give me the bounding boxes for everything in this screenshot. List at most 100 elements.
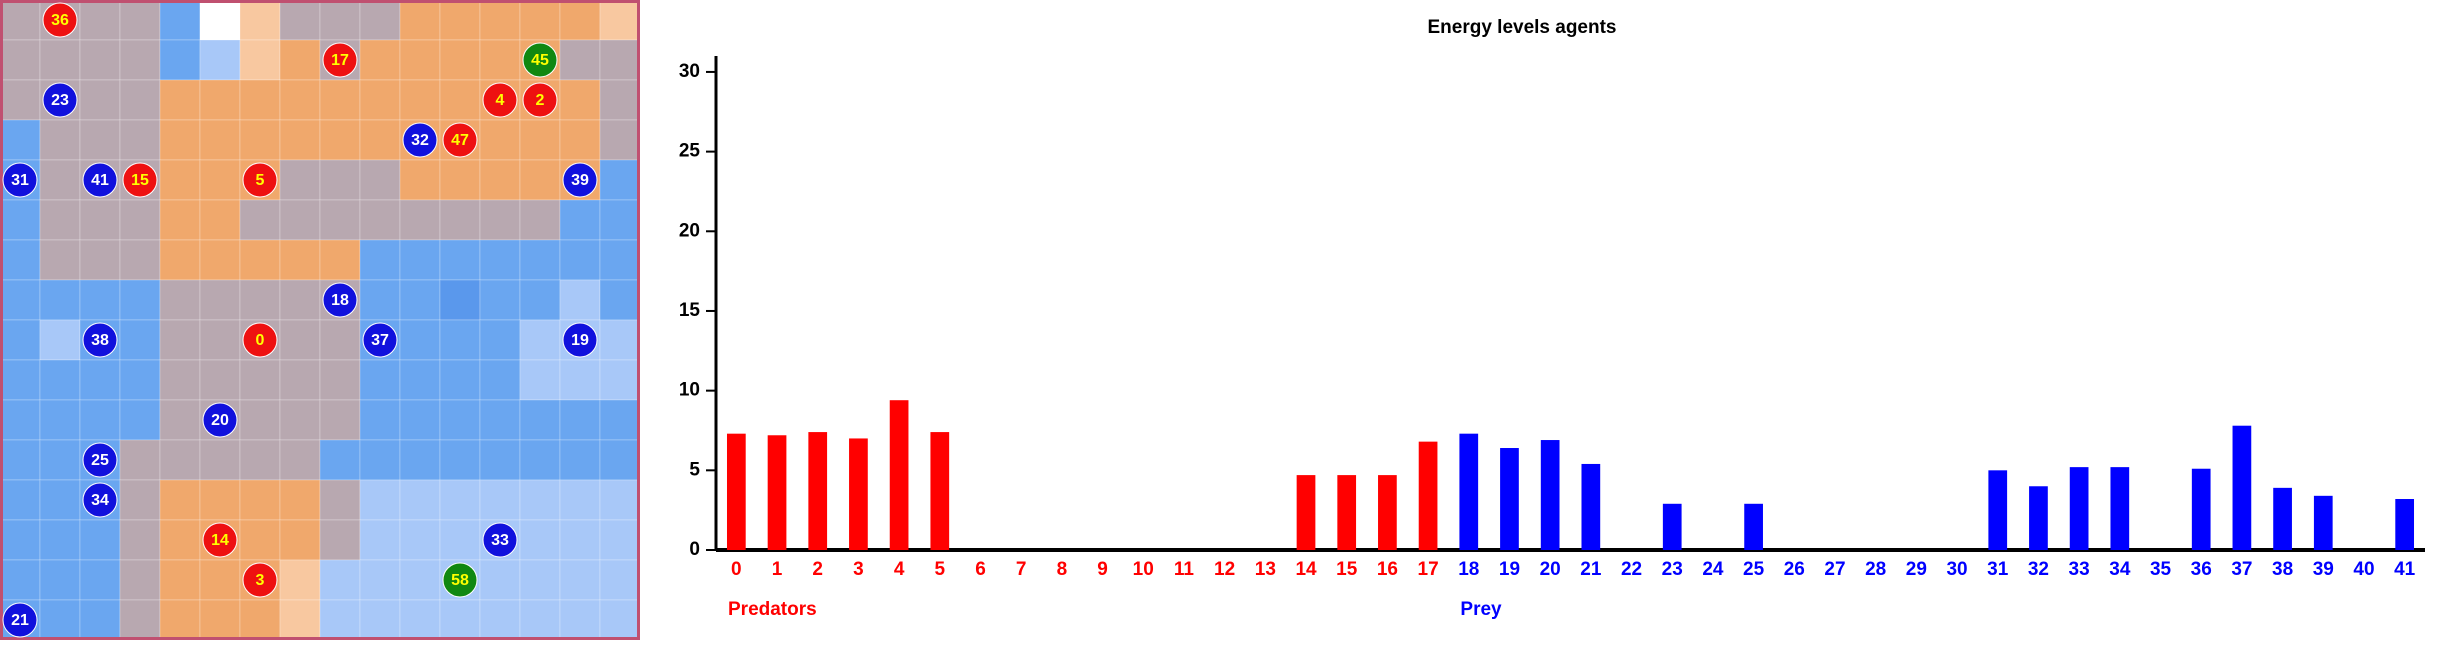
cell bbox=[359, 119, 401, 161]
cell bbox=[599, 399, 641, 441]
agent bbox=[402, 122, 438, 158]
cell bbox=[319, 239, 361, 281]
cell bbox=[439, 319, 481, 361]
cell bbox=[199, 439, 241, 481]
cell bbox=[599, 79, 641, 121]
x-tick-label: 7 bbox=[1016, 559, 1027, 580]
cell bbox=[0, 359, 41, 401]
cell bbox=[279, 39, 321, 81]
cell bbox=[319, 159, 361, 201]
x-tick-label: 28 bbox=[1865, 559, 1886, 580]
x-tick-label: 14 bbox=[1295, 559, 1317, 580]
bar bbox=[2110, 467, 2130, 550]
agent bbox=[322, 42, 358, 78]
cell bbox=[239, 279, 281, 321]
cell bbox=[39, 239, 81, 281]
cell bbox=[0, 399, 41, 441]
cell bbox=[439, 239, 481, 281]
cell bbox=[479, 279, 521, 321]
cell bbox=[0, 119, 41, 161]
x-tick-label: 15 bbox=[1336, 559, 1358, 580]
cell bbox=[159, 479, 201, 521]
cell bbox=[439, 439, 481, 481]
agent-label: 36 bbox=[51, 12, 69, 29]
cell bbox=[519, 0, 561, 41]
cell bbox=[199, 359, 241, 401]
cell bbox=[239, 399, 281, 441]
cell bbox=[159, 239, 201, 281]
cell bbox=[119, 479, 161, 521]
cell bbox=[39, 159, 81, 201]
cell bbox=[239, 519, 281, 561]
grid-border bbox=[0, 0, 640, 640]
bar bbox=[2029, 486, 2048, 550]
agent bbox=[82, 162, 118, 198]
cell bbox=[599, 239, 641, 281]
cell bbox=[599, 439, 641, 481]
cell bbox=[479, 559, 521, 601]
cell bbox=[399, 399, 441, 441]
cell bbox=[479, 159, 521, 201]
cell bbox=[439, 359, 481, 401]
cell bbox=[319, 519, 361, 561]
cell bbox=[199, 599, 241, 641]
agent-label: 23 bbox=[51, 92, 69, 109]
cell bbox=[599, 479, 641, 521]
cell bbox=[359, 519, 401, 561]
cell bbox=[599, 119, 641, 161]
cell bbox=[199, 159, 241, 201]
cell bbox=[439, 519, 481, 561]
cell bbox=[39, 599, 81, 641]
cell bbox=[399, 359, 441, 401]
cell bbox=[0, 559, 41, 601]
cell bbox=[439, 159, 481, 201]
cell bbox=[359, 359, 401, 401]
x-tick-label: 31 bbox=[1987, 559, 2009, 580]
cell bbox=[599, 319, 641, 361]
agent bbox=[482, 82, 518, 118]
cell bbox=[199, 199, 241, 241]
x-tick-label: 38 bbox=[2272, 559, 2293, 580]
cell bbox=[559, 39, 601, 81]
cell bbox=[39, 39, 81, 81]
agent-label: 17 bbox=[331, 52, 349, 69]
cell bbox=[519, 479, 561, 521]
x-tick-label: 8 bbox=[1057, 559, 1068, 580]
cell bbox=[519, 119, 561, 161]
cell bbox=[0, 239, 41, 281]
x-tick-label: 6 bbox=[975, 559, 986, 580]
cell bbox=[79, 279, 121, 321]
cell bbox=[399, 79, 441, 121]
agent-label: 47 bbox=[451, 132, 469, 149]
cell bbox=[119, 199, 161, 241]
bar bbox=[808, 432, 828, 550]
cell bbox=[119, 319, 161, 361]
agent bbox=[242, 562, 278, 598]
agent-label: 20 bbox=[211, 412, 229, 429]
cell bbox=[0, 79, 41, 121]
cell bbox=[559, 199, 601, 241]
bar bbox=[1500, 448, 1519, 550]
x-tick-label: 5 bbox=[935, 559, 946, 580]
cell bbox=[599, 519, 641, 561]
cell bbox=[439, 79, 481, 121]
cell bbox=[359, 279, 401, 321]
cell bbox=[79, 599, 121, 641]
agent bbox=[82, 322, 118, 358]
agent bbox=[322, 282, 358, 318]
cell bbox=[519, 399, 561, 441]
bar bbox=[767, 435, 787, 550]
cell bbox=[0, 439, 41, 481]
agent bbox=[2, 602, 38, 638]
cell bbox=[239, 79, 281, 121]
cell bbox=[359, 159, 401, 201]
cell bbox=[79, 359, 121, 401]
agent-label: 15 bbox=[131, 172, 149, 189]
cell bbox=[199, 319, 241, 361]
legend-label: Prey bbox=[1460, 599, 1502, 620]
bar bbox=[2313, 495, 2333, 550]
cell bbox=[359, 0, 401, 41]
cell bbox=[519, 359, 561, 401]
cell bbox=[0, 519, 41, 561]
